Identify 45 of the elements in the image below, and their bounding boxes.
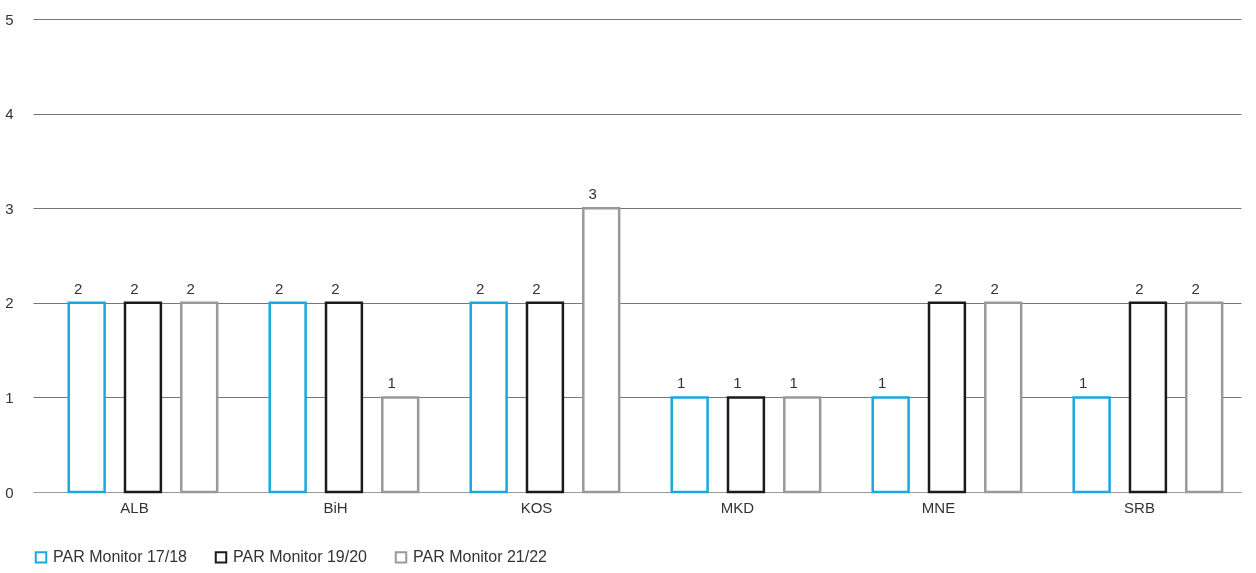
y-tick-label: 3 (5, 199, 14, 217)
data-label: 1 (387, 374, 396, 392)
y-tick-label: 2 (5, 294, 14, 312)
data-label: 1 (677, 374, 686, 392)
x-tick-label: ALB (120, 498, 149, 516)
bar (670, 396, 709, 494)
data-label: 1 (878, 374, 887, 392)
bar (268, 301, 307, 494)
data-label: 2 (130, 279, 139, 297)
legend-label: PAR Monitor 17/18 (53, 548, 188, 566)
data-label: 2 (1135, 279, 1144, 297)
x-tick-label: KOS (520, 498, 553, 516)
data-label: 2 (532, 279, 541, 297)
x-tick-label: BiH (323, 498, 348, 516)
data-label: 2 (990, 279, 999, 297)
data-label: 2 (74, 279, 83, 297)
bar (324, 301, 364, 494)
data-label: 3 (588, 185, 597, 203)
data-label: 2 (275, 279, 284, 297)
data-label: 2 (186, 279, 195, 297)
data-label: 2 (476, 279, 485, 297)
y-tick-label: 1 (5, 388, 14, 406)
bar (871, 396, 910, 494)
legend-label: PAR Monitor 21/22 (413, 548, 548, 566)
x-tick-label: MNE (921, 498, 956, 516)
bar (67, 301, 106, 494)
data-label: 1 (1079, 374, 1088, 392)
x-tick-label: MKD (720, 498, 755, 516)
bar (1072, 396, 1111, 494)
y-tick-label: 5 (5, 10, 14, 28)
data-label: 2 (934, 279, 943, 297)
x-tick-label: SRB (1124, 498, 1155, 516)
data-label: 1 (789, 374, 798, 392)
bar (525, 301, 565, 494)
data-label: 2 (331, 279, 340, 297)
y-tick-label: 0 (5, 483, 14, 501)
bar (469, 301, 508, 494)
y-tick-label: 4 (5, 105, 14, 123)
bar (726, 396, 766, 494)
bar (123, 301, 163, 494)
bar (927, 301, 967, 494)
bar (1128, 301, 1168, 494)
data-label: 2 (1191, 279, 1200, 297)
legend-label: PAR Monitor 19/20 (233, 548, 368, 566)
data-label: 1 (733, 374, 742, 392)
